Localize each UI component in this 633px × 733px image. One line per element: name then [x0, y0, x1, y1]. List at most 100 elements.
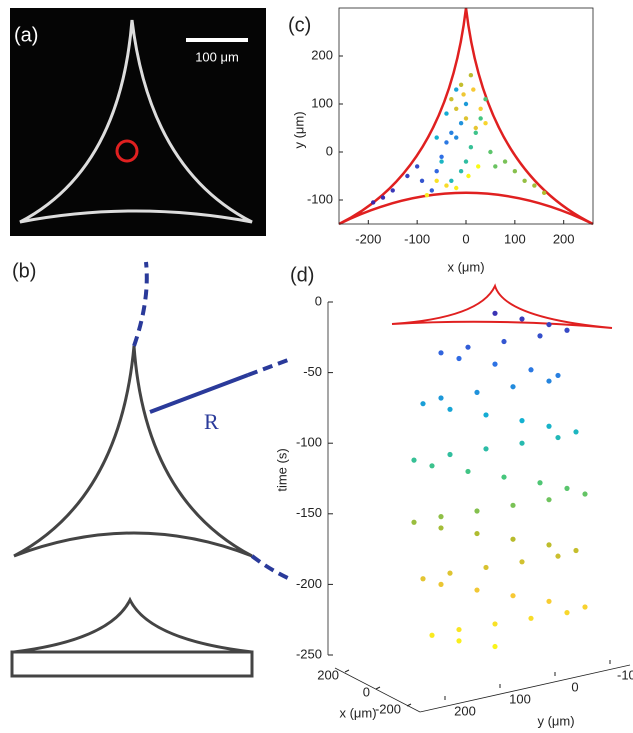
trajectory-point [478, 116, 483, 121]
trajectory-point [541, 190, 547, 195]
trajectory-point [546, 542, 552, 548]
y-tick-label: -100 [617, 667, 633, 682]
trajectory-point [488, 149, 493, 155]
trajectory-point [564, 327, 570, 333]
trajectory-point [532, 183, 537, 188]
trajectory-point [519, 559, 525, 565]
hypocycloid-outline [338, 7, 594, 226]
trajectory-point [476, 164, 481, 169]
trajectory-point [411, 519, 417, 525]
trajectory-point [492, 643, 498, 650]
trajectory-point [438, 395, 444, 401]
trajectory-point [444, 140, 449, 145]
side-view [13, 596, 253, 654]
trajectory-point [473, 125, 478, 131]
trajectory-point [456, 355, 462, 362]
trajectory-point [546, 598, 552, 604]
trajectory-point [474, 508, 480, 514]
trajectory-point [474, 530, 480, 537]
trajectory-point [519, 316, 525, 322]
x-tick-label: -200 [355, 231, 381, 246]
x-tick [406, 703, 412, 707]
trajectory-point [424, 193, 430, 198]
trajectory-point [474, 389, 480, 395]
trajectory-point [420, 401, 426, 407]
trajectory-point [434, 178, 439, 183]
x-tick-label: 100 [504, 231, 526, 246]
y-tick-label: 200 [311, 47, 333, 62]
trajectory-point [454, 135, 459, 140]
trajectory-point [447, 406, 453, 412]
trajectory-point [458, 169, 464, 174]
trajectory-point [483, 97, 488, 102]
x-axis-title: x (μm) [339, 705, 376, 720]
trajectory-point [468, 145, 474, 150]
trajectory-point [471, 87, 476, 92]
trajectory-point [405, 173, 410, 179]
x-axis-title: x (μm) [447, 259, 484, 274]
trajectory-point [390, 188, 395, 193]
trajectory-point [555, 434, 561, 441]
trajectory-point [501, 474, 507, 480]
trajectory-point [429, 463, 435, 469]
z-tick-label: -250 [296, 646, 322, 661]
trajectory-point [438, 350, 444, 356]
side-view [10, 650, 254, 678]
trajectory-point [483, 121, 488, 126]
trajectory-point [438, 581, 444, 588]
trajectory-point [546, 378, 552, 384]
shape-outline [391, 283, 613, 329]
trajectory-point [444, 183, 449, 188]
trajectory-point [483, 412, 489, 418]
y-tick-label: 100 [509, 691, 531, 706]
trajectory-point [466, 173, 471, 179]
panel-label: (b) [12, 260, 36, 282]
panel-label: (c) [288, 14, 311, 36]
trajectory-point [380, 195, 386, 200]
trajectory-point [449, 178, 454, 183]
x-tick-label: -100 [404, 231, 430, 246]
trajectory-point [510, 384, 516, 390]
trajectory-point [438, 525, 444, 531]
trajectory-point [474, 587, 480, 593]
trajectory-point [438, 514, 444, 520]
trajectory-point [483, 446, 489, 452]
trajectory-point [564, 485, 570, 491]
x-tick [375, 686, 381, 690]
trajectory-point [555, 553, 561, 559]
trajectory-point [465, 468, 471, 475]
trajectory-point [447, 570, 453, 576]
trajectory-point [454, 185, 459, 191]
trajectory-point [564, 610, 570, 616]
trajectory-point [444, 111, 449, 116]
trajectory-point [492, 621, 498, 627]
trajectory-point [519, 440, 525, 446]
trajectory-point [483, 564, 489, 571]
trajectory-point [522, 178, 527, 183]
trajectory-point [461, 92, 466, 97]
z-tick-label: -150 [296, 505, 322, 520]
trajectory-point [463, 101, 469, 107]
micrograph [10, 8, 266, 236]
trajectory-point [370, 200, 376, 205]
trajectory-point [468, 73, 474, 78]
z-axis-title: time (s) [274, 448, 289, 491]
trajectory-point [528, 615, 534, 621]
trajectory-point [573, 429, 579, 435]
trajectory-point [463, 116, 469, 121]
trajectory-point [502, 159, 508, 164]
z-tick-label: -100 [296, 435, 322, 450]
trajectory-point [454, 106, 459, 112]
radius-line [247, 358, 289, 377]
trajectory-point [463, 159, 469, 164]
trajectory-point [573, 547, 579, 554]
trajectory-point [419, 178, 425, 183]
y-tick-label: 100 [311, 95, 333, 110]
radius-label: R [204, 409, 219, 434]
trajectory-point [510, 502, 516, 508]
trajectory-point [449, 130, 454, 135]
y-axis-title: y (μm) [537, 713, 574, 728]
trajectory-point [555, 372, 561, 379]
x-axis [334, 667, 421, 713]
